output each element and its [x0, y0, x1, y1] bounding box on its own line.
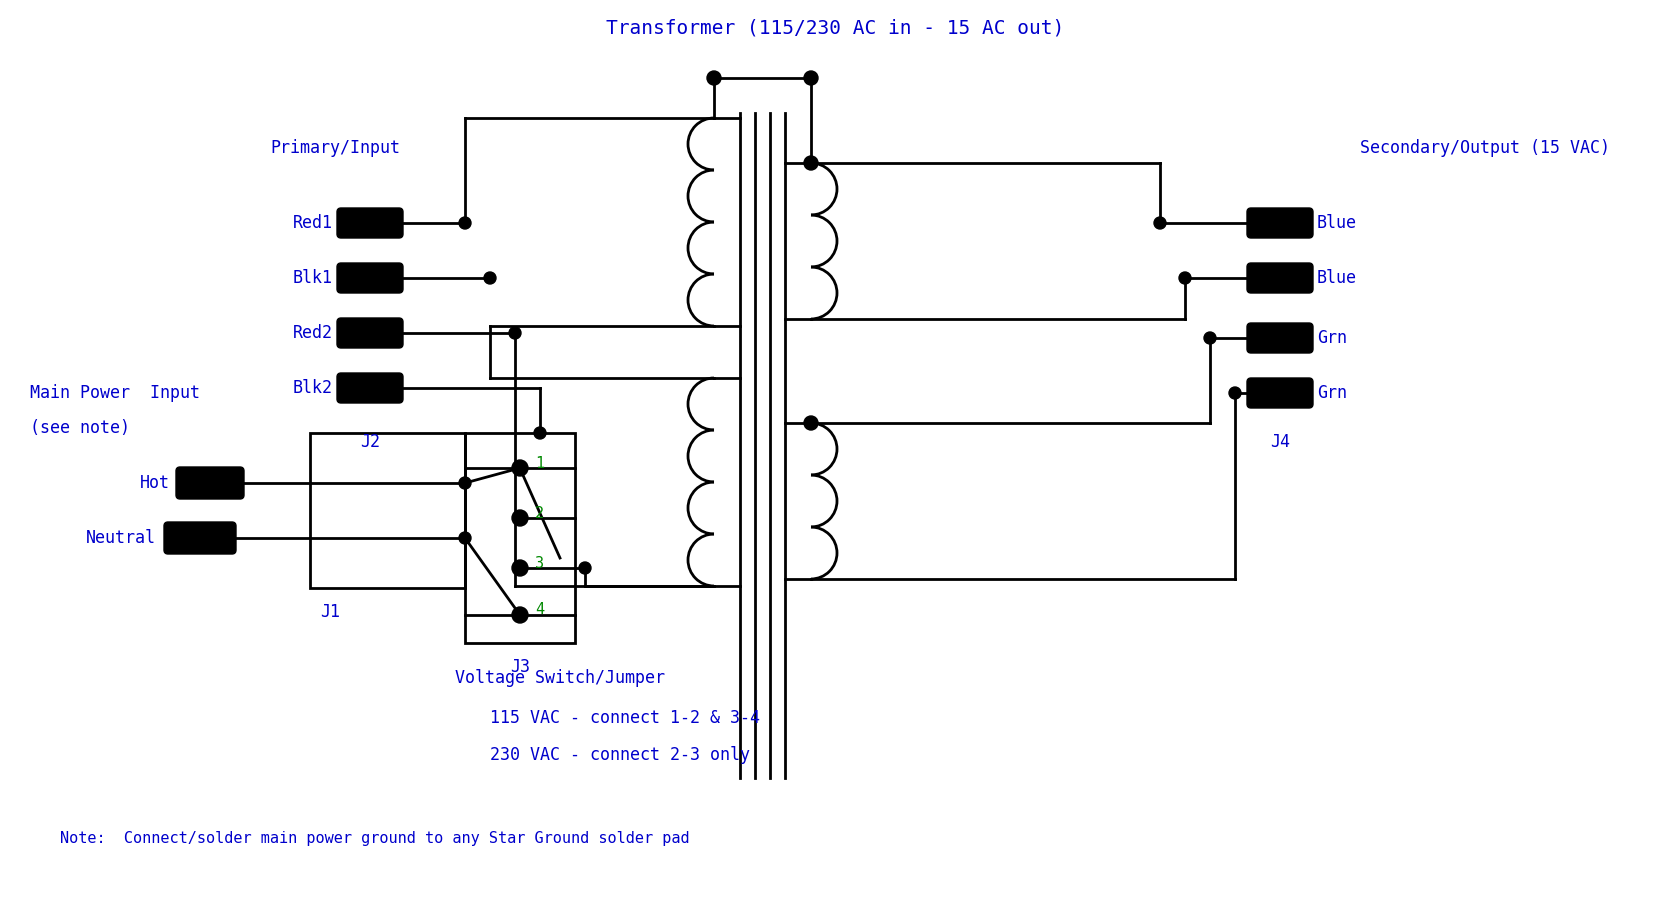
FancyBboxPatch shape: [175, 467, 244, 499]
Text: (see note): (see note): [30, 419, 130, 437]
Circle shape: [510, 327, 521, 339]
Text: Blk2: Blk2: [292, 379, 333, 397]
Text: Note:  Connect/solder main power ground to any Star Ground solder pad: Note: Connect/solder main power ground t…: [60, 831, 690, 845]
Text: 1: 1: [535, 455, 545, 471]
Text: Red2: Red2: [292, 324, 333, 342]
Text: Primary/Input: Primary/Input: [271, 139, 399, 157]
Circle shape: [578, 562, 592, 574]
Text: 2: 2: [535, 506, 545, 521]
FancyBboxPatch shape: [1247, 208, 1313, 238]
Text: J2: J2: [359, 433, 379, 451]
Text: Blue: Blue: [1317, 269, 1357, 287]
Text: Grn: Grn: [1317, 329, 1347, 347]
Text: 230 VAC - connect 2-3 only: 230 VAC - connect 2-3 only: [490, 746, 750, 764]
Text: Blk1: Blk1: [292, 269, 333, 287]
Text: Red1: Red1: [292, 214, 333, 232]
Circle shape: [535, 427, 546, 439]
Text: Hot: Hot: [140, 474, 170, 492]
FancyBboxPatch shape: [338, 263, 403, 293]
Circle shape: [460, 532, 471, 544]
FancyBboxPatch shape: [1247, 263, 1313, 293]
Circle shape: [460, 477, 471, 489]
Circle shape: [1180, 272, 1191, 284]
Circle shape: [485, 272, 496, 284]
Circle shape: [511, 510, 528, 526]
Text: Neutral: Neutral: [85, 529, 155, 547]
Circle shape: [511, 607, 528, 623]
Text: Voltage Switch/Jumper: Voltage Switch/Jumper: [455, 669, 665, 687]
Text: J3: J3: [510, 658, 530, 676]
FancyBboxPatch shape: [338, 208, 403, 238]
Text: Blue: Blue: [1317, 214, 1357, 232]
Text: Main Power  Input: Main Power Input: [30, 384, 201, 402]
FancyBboxPatch shape: [338, 373, 403, 403]
Text: Grn: Grn: [1317, 384, 1347, 402]
Text: J1: J1: [321, 603, 339, 621]
Circle shape: [511, 560, 528, 576]
Circle shape: [707, 71, 720, 85]
Bar: [311, 433, 465, 588]
FancyBboxPatch shape: [338, 318, 403, 348]
Circle shape: [804, 156, 819, 170]
Bar: [465, 433, 575, 643]
Circle shape: [1228, 387, 1242, 399]
FancyBboxPatch shape: [164, 522, 236, 554]
Circle shape: [804, 416, 819, 430]
FancyBboxPatch shape: [1247, 323, 1313, 353]
Text: 4: 4: [535, 603, 545, 617]
Circle shape: [511, 460, 528, 476]
Text: 115 VAC - connect 1-2 & 3-4: 115 VAC - connect 1-2 & 3-4: [490, 709, 760, 727]
Text: Transformer (115/230 AC in - 15 AC out): Transformer (115/230 AC in - 15 AC out): [607, 18, 1064, 38]
FancyBboxPatch shape: [1247, 378, 1313, 408]
Circle shape: [1155, 217, 1166, 229]
Text: J4: J4: [1270, 433, 1290, 451]
Circle shape: [460, 217, 471, 229]
Text: 3: 3: [535, 556, 545, 570]
Circle shape: [804, 71, 819, 85]
Text: Secondary/Output (15 VAC): Secondary/Output (15 VAC): [1360, 139, 1609, 157]
Circle shape: [1205, 332, 1216, 344]
